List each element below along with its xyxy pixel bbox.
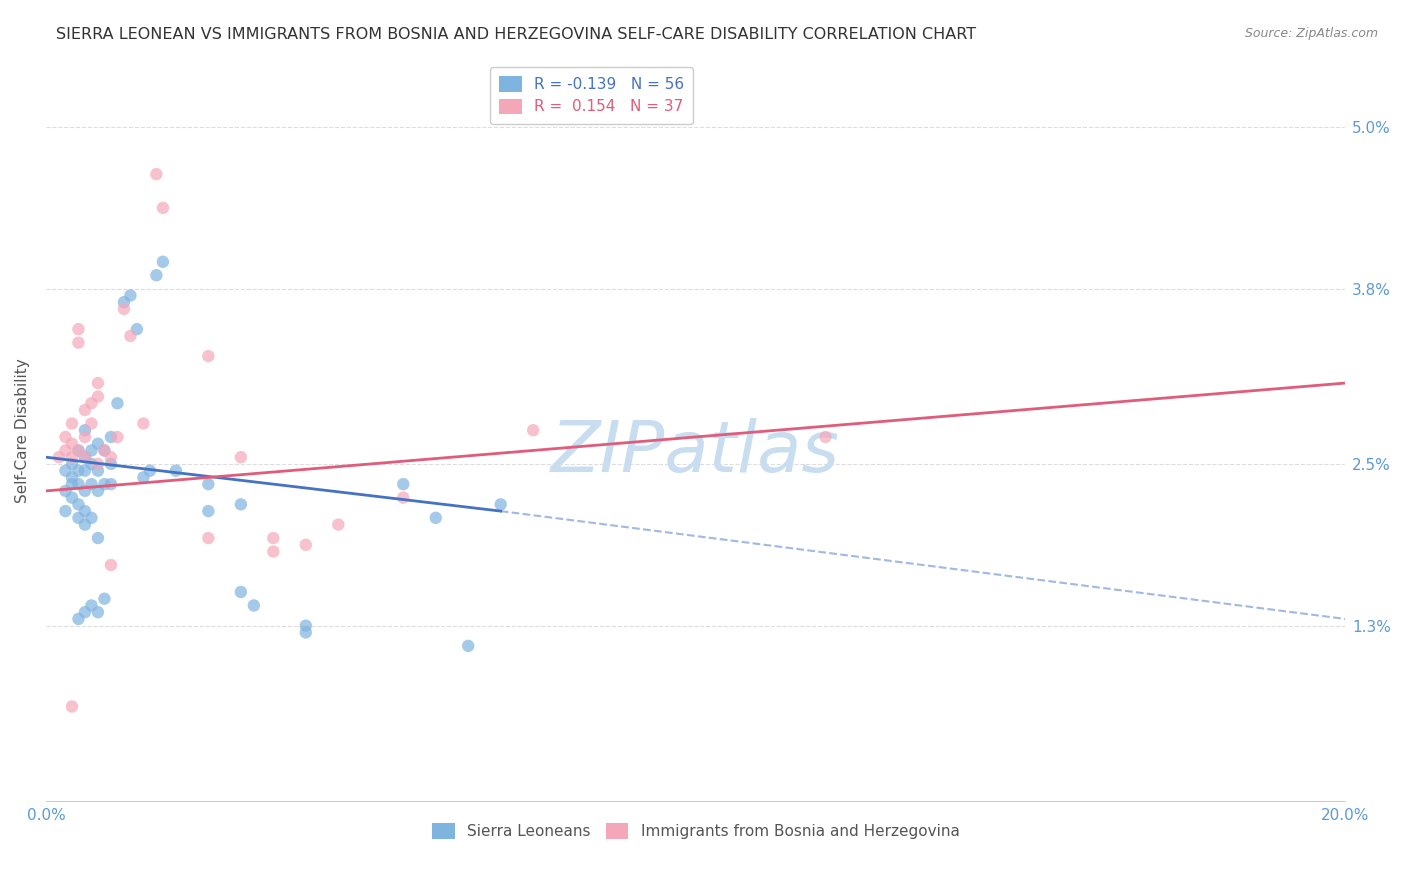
Point	[229, 450, 252, 465]
Point	[60, 457, 83, 471]
Point	[67, 443, 90, 458]
Legend: Sierra Leoneans, Immigrants from Bosnia and Herzegovina: Sierra Leoneans, Immigrants from Bosnia …	[426, 817, 966, 845]
Point	[73, 504, 96, 518]
Point	[457, 639, 479, 653]
Point	[197, 349, 219, 363]
Point	[328, 517, 350, 532]
Point	[107, 430, 129, 444]
Point	[100, 457, 122, 471]
Point	[262, 531, 284, 545]
Point	[93, 443, 115, 458]
Point	[152, 254, 174, 268]
Point	[73, 517, 96, 532]
Point	[132, 470, 155, 484]
Point	[120, 288, 142, 302]
Point	[125, 322, 148, 336]
Point	[165, 464, 187, 478]
Point	[73, 423, 96, 437]
Point	[197, 477, 219, 491]
Point	[87, 376, 110, 390]
Point	[132, 417, 155, 431]
Point	[425, 511, 447, 525]
Point	[60, 417, 83, 431]
Point	[489, 497, 512, 511]
Point	[100, 430, 122, 444]
Point	[80, 396, 103, 410]
Point	[87, 483, 110, 498]
Text: SIERRA LEONEAN VS IMMIGRANTS FROM BOSNIA AND HERZEGOVINA SELF-CARE DISABILITY CO: SIERRA LEONEAN VS IMMIGRANTS FROM BOSNIA…	[56, 27, 976, 42]
Point	[67, 464, 90, 478]
Point	[67, 612, 90, 626]
Point	[87, 436, 110, 450]
Point	[55, 430, 77, 444]
Text: Source: ZipAtlas.com: Source: ZipAtlas.com	[1244, 27, 1378, 40]
Point	[60, 436, 83, 450]
Point	[295, 538, 318, 552]
Point	[229, 585, 252, 599]
Point	[67, 322, 90, 336]
Point	[55, 483, 77, 498]
Point	[100, 450, 122, 465]
Point	[73, 430, 96, 444]
Point	[87, 464, 110, 478]
Point	[80, 511, 103, 525]
Point	[60, 470, 83, 484]
Point	[392, 491, 415, 505]
Point	[55, 464, 77, 478]
Point	[80, 477, 103, 491]
Point	[55, 504, 77, 518]
Point	[73, 483, 96, 498]
Point	[73, 605, 96, 619]
Point	[73, 464, 96, 478]
Point	[814, 430, 837, 444]
Point	[107, 396, 129, 410]
Point	[120, 329, 142, 343]
Point	[145, 167, 167, 181]
Point	[60, 491, 83, 505]
Point	[100, 558, 122, 572]
Point	[93, 477, 115, 491]
Point	[100, 477, 122, 491]
Point	[229, 497, 252, 511]
Point	[67, 497, 90, 511]
Point	[392, 477, 415, 491]
Point	[87, 605, 110, 619]
Point	[112, 295, 135, 310]
Point	[522, 423, 544, 437]
Text: ZIPatlas: ZIPatlas	[551, 418, 839, 487]
Point	[73, 403, 96, 417]
Point	[73, 450, 96, 465]
Point	[80, 417, 103, 431]
Point	[67, 477, 90, 491]
Point	[145, 268, 167, 283]
Point	[87, 390, 110, 404]
Point	[60, 477, 83, 491]
Point	[295, 625, 318, 640]
Point	[80, 443, 103, 458]
Point	[93, 591, 115, 606]
Point	[80, 457, 103, 471]
Point	[139, 464, 162, 478]
Point	[197, 504, 219, 518]
Point	[197, 531, 219, 545]
Point	[67, 335, 90, 350]
Point	[73, 450, 96, 465]
Point	[152, 201, 174, 215]
Point	[87, 457, 110, 471]
Point	[80, 599, 103, 613]
Point	[262, 544, 284, 558]
Point	[67, 443, 90, 458]
Point	[93, 443, 115, 458]
Point	[55, 443, 77, 458]
Point	[48, 450, 70, 465]
Y-axis label: Self-Care Disability: Self-Care Disability	[15, 358, 30, 502]
Point	[112, 301, 135, 316]
Point	[60, 699, 83, 714]
Point	[295, 618, 318, 632]
Point	[87, 531, 110, 545]
Point	[67, 511, 90, 525]
Point	[243, 599, 266, 613]
Point	[60, 450, 83, 465]
